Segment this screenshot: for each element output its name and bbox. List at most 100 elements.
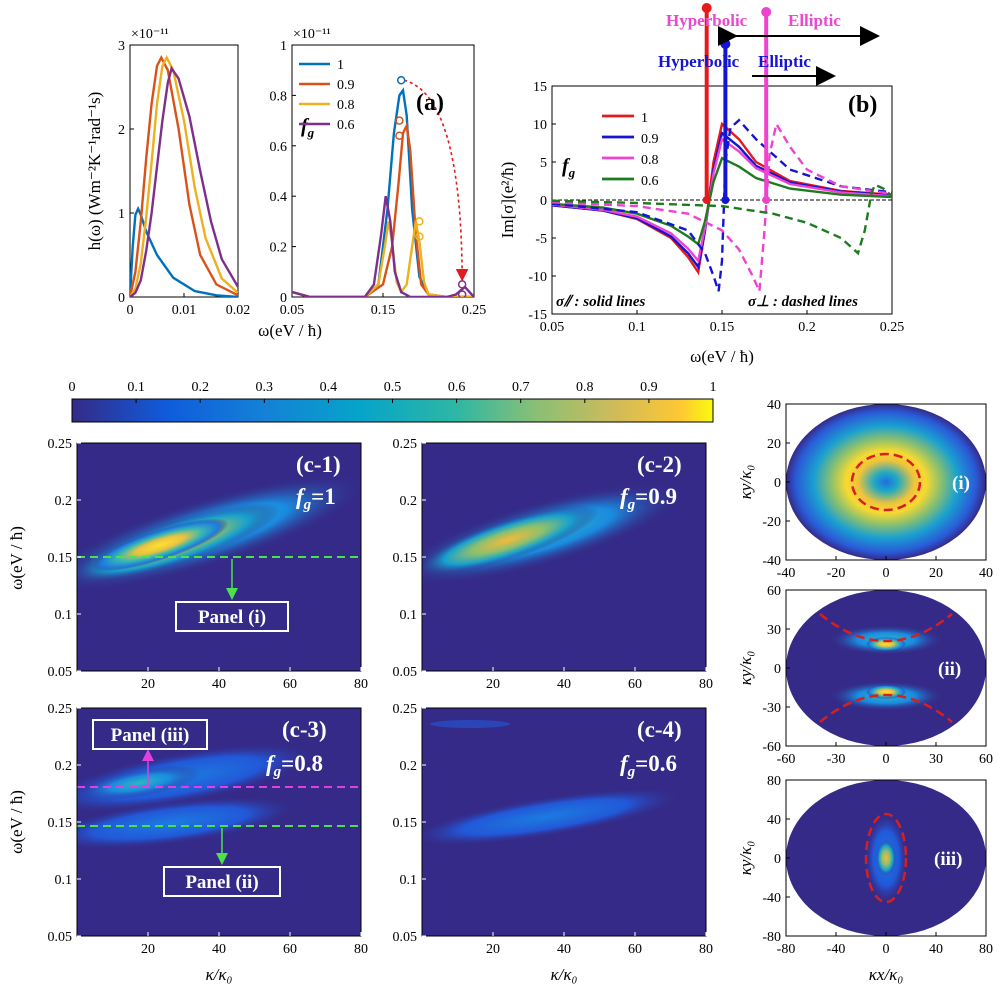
colorbar-tick-label: 0.5: [384, 380, 402, 395]
panel-c1: Panel (i) (c-1) fg=1 20 40 60 80 0.05 0.1 0.15…: [48, 437, 369, 692]
x-tick-label: 60: [283, 677, 297, 692]
x-tick-label: -80: [777, 942, 796, 957]
x-tick-label: 30: [929, 752, 943, 767]
y-tick-label: 0.05: [393, 665, 418, 680]
panel-c4-title: (c-4): [637, 717, 682, 742]
panel-c1-density: [77, 473, 361, 593]
y-tick-label: -80: [762, 930, 781, 945]
y-tick-label: 30: [767, 623, 781, 638]
y-tick-label: 80: [767, 774, 781, 789]
transition-dot: [761, 7, 772, 17]
y-tick-label: 0.2: [270, 241, 288, 256]
x-tick-label: 0.15: [710, 320, 735, 335]
y-tick-label: -40: [762, 891, 781, 906]
x-tick-label: 40: [212, 677, 226, 692]
panels-right: (i) -40 -20 0 20 40 -40 -20 0 20 40 (ii) -60 -30 0 3…: [736, 398, 993, 984]
x-tick-label: 60: [979, 752, 993, 767]
x-tick-label: 80: [699, 677, 713, 692]
y-tick-label: 0.15: [393, 816, 418, 831]
x-tick-label: -40: [827, 942, 846, 957]
y-tick-label: 0.1: [400, 608, 418, 623]
y-tick-label: 0.1: [400, 873, 418, 888]
colorbar: 0 0.1 0.2 0.3 0.4 0.5 0.6 0.7 0.8 0.9 1: [69, 380, 717, 423]
colorbar-tick-label: 0.4: [320, 380, 338, 395]
panel-c2-fg: fg=0.9: [620, 484, 677, 513]
series-line-1: [292, 87, 474, 297]
panel-ii-disk: [786, 590, 986, 746]
colorbar-tick-label: 0.9: [640, 380, 658, 395]
x-tick-label: 0.02: [226, 303, 251, 318]
y-tick-label: 10: [533, 118, 547, 133]
y-tick-label: 0.2: [55, 494, 73, 509]
transition-dot: [721, 196, 730, 204]
series-line-0.6: [130, 65, 238, 297]
panel-i-label: (i): [952, 473, 970, 494]
y-tick-label: 1: [280, 39, 287, 54]
panel-ii-curve-top: [819, 613, 953, 643]
panel-iii-density: [864, 812, 908, 904]
panel-c3-box-iii: [92, 719, 208, 750]
y-tick-label: 0: [540, 194, 547, 209]
y-tick-label: 0.25: [48, 437, 73, 452]
panel-c2-title: (c-2): [637, 452, 682, 477]
colorbar-tick-label: 0.2: [191, 380, 209, 395]
y-tick-label: 0.1: [55, 608, 73, 623]
panel-a-left-exponent: ×10⁻¹¹: [131, 27, 169, 42]
y-tick-label: -15: [528, 308, 547, 323]
y-tick-label: 0: [774, 852, 781, 867]
panel-c-xlabel-right: κ/κ₀: [551, 965, 578, 984]
panel-c2-ticks: 20 40 60 80 0.05 0.1 0.15 0.2 0.25: [393, 437, 714, 692]
x-tick-label: 40: [212, 942, 226, 957]
peak-marker: [396, 76, 406, 85]
panel-iii: (iii) -80 -40 0 40 80 -80 -40 0 40 80: [762, 774, 993, 957]
y-tick-label: 60: [767, 584, 781, 599]
colorbar-tick-label: 0.7: [512, 380, 530, 395]
series-line-0.8: [130, 54, 238, 297]
panel-c1-box: [175, 601, 289, 632]
panel-a-right-series: [292, 76, 474, 297]
panel-c2-density: [422, 482, 685, 586]
y-tick-label: 0.6: [270, 140, 288, 155]
colorbar-tick-label: 0.3: [256, 380, 274, 395]
y-tick-label: 3: [118, 39, 125, 54]
y-tick-label: -30: [762, 701, 781, 716]
panel-ii: (ii) -60 -30 0 30 60 -60 -30 0 30 60: [762, 584, 993, 767]
panel-iii-label: (iii): [934, 849, 963, 870]
series-line-dashed: [552, 183, 892, 256]
panel-ii-ticks: -60 -30 0 30 60 -60 -30 0 30 60: [762, 584, 993, 767]
panel-b-legend: 1 0.9 0.8 0.6: [602, 111, 659, 189]
panel-c3-ticks: 20 40 60 80 0.05 0.1 0.15 0.2 0.25: [48, 702, 369, 957]
y-tick-label: 0.2: [55, 759, 73, 774]
colorbar-tick-label: 1: [710, 380, 717, 395]
x-tick-label: 40: [979, 566, 993, 581]
y-tick-label: 0.25: [393, 437, 418, 452]
y-tick-label: 0.25: [393, 702, 418, 717]
panel-c4-ticks: 20 40 60 80 0.05 0.1 0.15 0.2 0.25: [393, 702, 714, 957]
panel-b-series: [552, 118, 892, 292]
x-tick-label: 0: [883, 942, 890, 957]
x-tick-label: 80: [354, 677, 368, 692]
x-tick-label: 20: [141, 942, 155, 957]
panel-a-xlabel: ω(eV / ħ): [258, 321, 322, 340]
panel-ii-label: (ii): [938, 659, 961, 680]
y-tick-label: 40: [767, 398, 781, 413]
panel-a-legend-title: fg: [301, 115, 315, 140]
panels-c: ω(eV / ħ) ω(eV / ħ) Panel (i) (c-1) fg=1…: [7, 437, 713, 984]
panel-c3-box-ii: [163, 866, 281, 897]
colorbar-tick-label: 0.6: [448, 380, 466, 395]
moved-marker: [457, 290, 467, 297]
panel-b-legend-title: fg: [562, 155, 576, 180]
x-tick-label: 0.05: [540, 320, 565, 335]
x-tick-label: 0.25: [880, 320, 905, 335]
peak-marker: [395, 131, 404, 140]
x-tick-label: 20: [486, 677, 500, 692]
panel-a-legend: 1 0.9 0.8 0.6: [299, 58, 355, 133]
x-tick-label: 0.15: [371, 303, 396, 318]
panel-c1-box-label: Panel (i): [198, 607, 266, 628]
peak-marker: [415, 217, 424, 226]
panel-ii-curve-bottom: [819, 693, 953, 723]
panel-b-hyperbolic-bottom: Hyperbolic: [658, 52, 740, 71]
shift-arrow: [403, 79, 469, 282]
panel-c3-density: [77, 742, 318, 850]
